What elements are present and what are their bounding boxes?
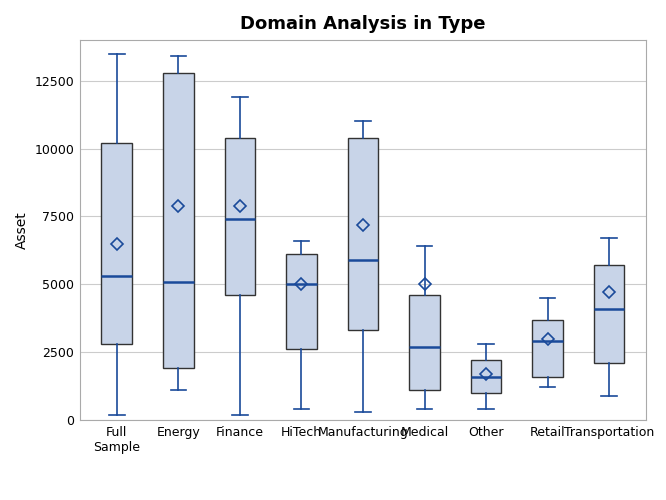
PathPatch shape — [409, 295, 440, 390]
PathPatch shape — [101, 143, 133, 344]
PathPatch shape — [163, 72, 194, 368]
PathPatch shape — [471, 360, 501, 393]
PathPatch shape — [593, 266, 625, 363]
Y-axis label: Asset: Asset — [15, 211, 29, 249]
Title: Domain Analysis in Type: Domain Analysis in Type — [240, 15, 486, 33]
PathPatch shape — [286, 254, 317, 350]
PathPatch shape — [348, 138, 378, 330]
PathPatch shape — [532, 320, 563, 376]
PathPatch shape — [224, 138, 255, 295]
